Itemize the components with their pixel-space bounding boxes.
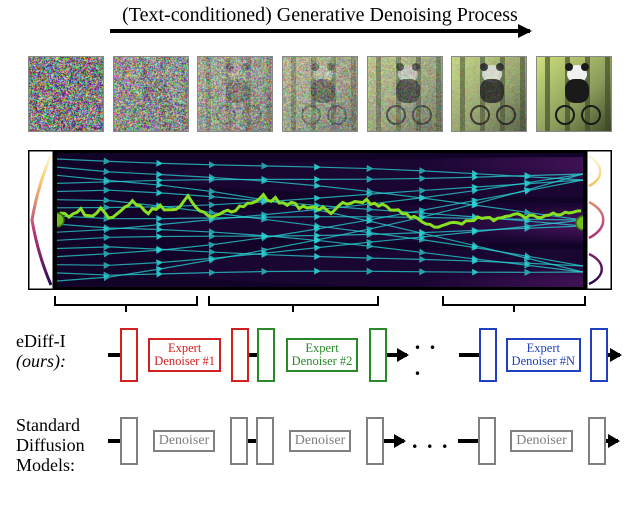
pipeline-ellipsis: . . . [407, 329, 459, 381]
bracket-3 [442, 296, 586, 306]
standard-label: Standard Diffusion Models: [16, 416, 85, 475]
pipeline-ellipsis: . . . [404, 428, 458, 454]
ours-label: (ours): [16, 352, 66, 372]
ediffi-label: eDiff-I (ours): [16, 332, 66, 372]
denoise-step-4 [367, 56, 443, 132]
denoise-step-3 [282, 56, 358, 132]
expert-denoiser-box-0: ExpertDenoiser #1 [132, 334, 237, 376]
denoise-step-0 [28, 56, 104, 132]
expert-denoiser-box-2: ExpertDenoiser #N [491, 334, 596, 376]
flow-field [54, 150, 586, 290]
std-line1: Standard [16, 416, 85, 436]
ediffi-name: eDiff-I [16, 332, 66, 352]
denoise-step-6 [536, 56, 612, 132]
denoise-step-2 [197, 56, 273, 132]
bracket-1 [54, 296, 198, 306]
expert-denoiser-box-1: ExpertDenoiser #2 [269, 334, 374, 376]
denoiser-box-1: Denoiser [268, 423, 372, 459]
target-distribution [586, 150, 612, 290]
bracket-2 [208, 296, 378, 306]
flow-field-panel [28, 150, 612, 290]
denoiser-box-0: Denoiser [132, 423, 236, 459]
denoising-thumbnails [28, 56, 612, 132]
title-text: (Text-conditioned) Generative Denoising … [122, 4, 518, 26]
title-row: (Text-conditioned) Generative Denoising … [0, 4, 640, 33]
standard-pipeline: Denoiser Denoiser . . . Denoiser [108, 412, 620, 470]
denoise-step-1 [113, 56, 189, 132]
source-distribution [28, 150, 54, 290]
stage-brackets [54, 296, 586, 316]
title-arrow [110, 29, 530, 33]
std-line2: Diffusion [16, 436, 85, 456]
ediffi-pipeline: ExpertDenoiser #1 ExpertDenoiser #2 . . . E… [108, 326, 620, 384]
denoise-step-5 [451, 56, 527, 132]
std-line3: Models: [16, 456, 85, 476]
denoiser-box-2: Denoiser [490, 423, 594, 459]
